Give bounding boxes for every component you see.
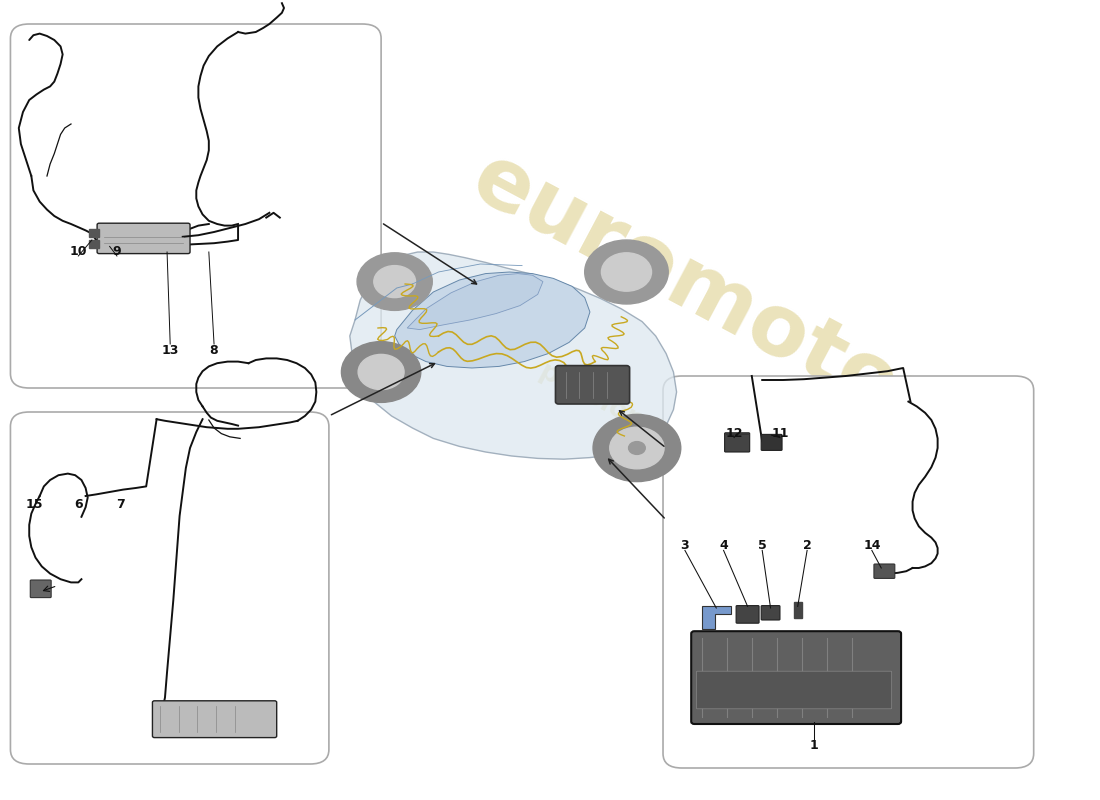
Text: 15: 15 <box>25 498 43 510</box>
Text: passion for since 1985: passion for since 1985 <box>535 358 843 538</box>
Bar <box>793 602 802 618</box>
FancyBboxPatch shape <box>761 606 780 620</box>
FancyBboxPatch shape <box>31 580 52 598</box>
Bar <box>89 240 99 248</box>
Text: 9: 9 <box>112 245 121 258</box>
FancyBboxPatch shape <box>725 433 750 452</box>
Circle shape <box>602 253 651 291</box>
Text: 13: 13 <box>162 344 179 357</box>
Circle shape <box>341 342 421 402</box>
Circle shape <box>628 442 646 454</box>
Text: 2: 2 <box>803 539 812 552</box>
FancyBboxPatch shape <box>691 631 901 724</box>
FancyBboxPatch shape <box>696 671 892 709</box>
Circle shape <box>374 266 416 298</box>
Text: euromotores: euromotores <box>458 137 1046 503</box>
Text: 4: 4 <box>719 539 728 552</box>
FancyBboxPatch shape <box>736 606 759 623</box>
FancyBboxPatch shape <box>97 223 190 254</box>
Circle shape <box>358 253 432 310</box>
Circle shape <box>609 427 664 469</box>
Text: 12: 12 <box>725 427 742 440</box>
Text: 10: 10 <box>69 245 87 258</box>
Text: 14: 14 <box>864 539 881 552</box>
FancyBboxPatch shape <box>10 24 381 388</box>
Bar <box>89 229 99 237</box>
Polygon shape <box>395 272 590 368</box>
FancyBboxPatch shape <box>873 564 894 578</box>
Text: 1: 1 <box>810 739 818 752</box>
Circle shape <box>593 414 681 482</box>
Text: 7: 7 <box>116 498 124 510</box>
Circle shape <box>359 354 404 390</box>
Circle shape <box>585 240 668 304</box>
FancyBboxPatch shape <box>153 701 277 738</box>
Polygon shape <box>407 274 543 330</box>
FancyBboxPatch shape <box>556 366 629 404</box>
Polygon shape <box>350 252 676 459</box>
Text: 5: 5 <box>758 539 767 552</box>
Text: 11: 11 <box>771 427 789 440</box>
Text: 8: 8 <box>210 344 219 357</box>
Text: 3: 3 <box>681 539 690 552</box>
Polygon shape <box>702 606 730 629</box>
Text: 6: 6 <box>74 498 82 510</box>
FancyBboxPatch shape <box>663 376 1034 768</box>
FancyBboxPatch shape <box>761 434 782 450</box>
FancyBboxPatch shape <box>10 412 329 764</box>
